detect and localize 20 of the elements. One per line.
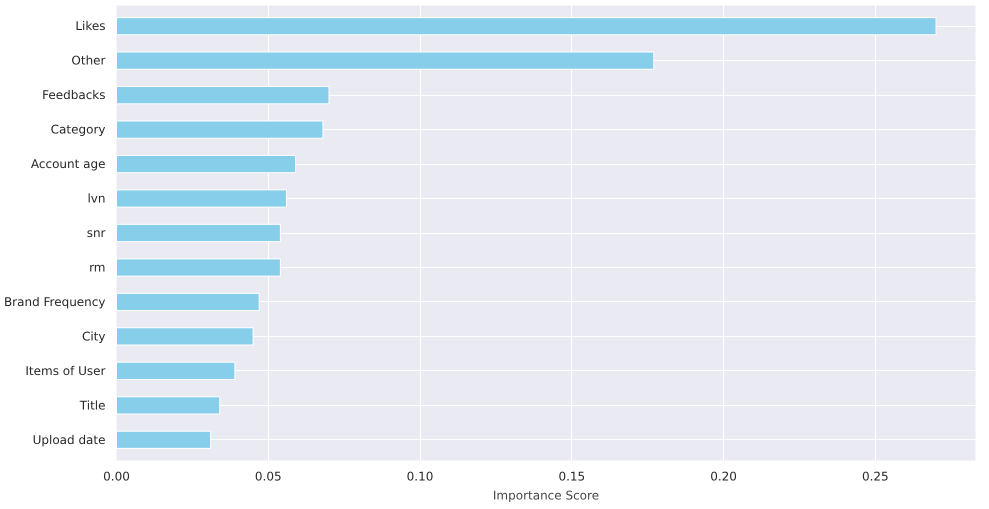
x-tick-label: 0.05: [254, 470, 282, 484]
x-tick-label: 0.10: [406, 470, 434, 484]
x-axis-title: Importance Score: [492, 488, 600, 502]
y-tick-label: rm: [89, 260, 106, 274]
y-tick-label: Other: [71, 54, 106, 68]
y-tick-label: Account age: [30, 157, 106, 172]
x-tick-label: 0.25: [862, 470, 889, 484]
y-tick-label: Brand Frequency: [4, 294, 106, 309]
x-tick-label: 0.20: [710, 470, 737, 484]
y-tick-label: snr: [86, 226, 106, 240]
x-tick-label: 0.15: [558, 470, 586, 484]
y-tick-label: lvn: [87, 192, 106, 206]
y-tick-label: Category: [50, 122, 106, 137]
y-tick-label: Items of User: [25, 364, 106, 378]
y-tick-label: Likes: [75, 19, 106, 34]
y-tick-label: City: [82, 329, 106, 344]
x-tick-label: 0.00: [103, 470, 130, 484]
y-tick-label: Feedbacks: [42, 88, 106, 102]
y-tick-label: Title: [78, 398, 106, 412]
y-tick-label: Upload date: [32, 432, 106, 447]
